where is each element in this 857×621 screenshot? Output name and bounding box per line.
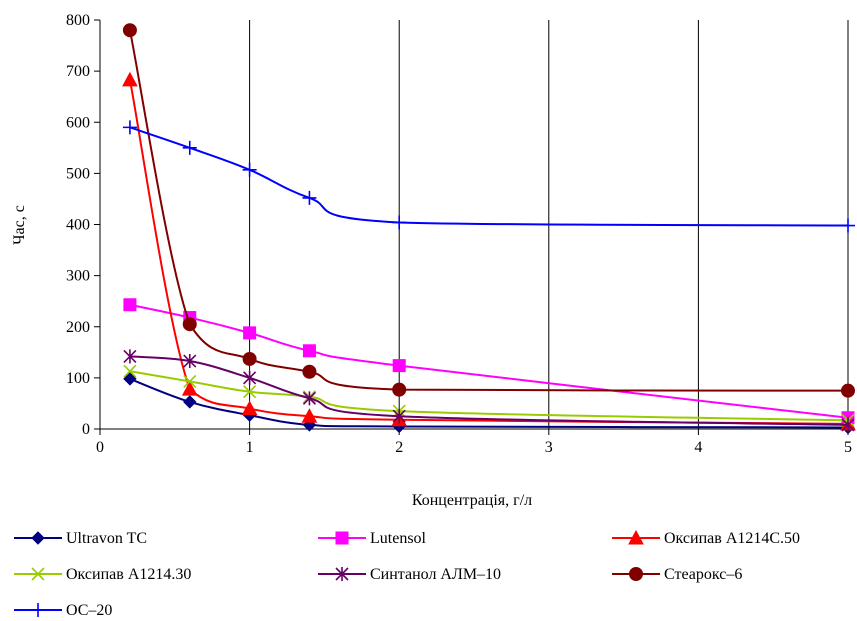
legend-item: Стеарокс–6 — [612, 566, 742, 583]
data-point — [242, 162, 257, 177]
series-line — [128, 30, 849, 392]
data-point — [392, 215, 407, 230]
legend-label: Lutensol — [370, 530, 427, 547]
data-point — [183, 374, 197, 389]
series-line — [129, 370, 849, 422]
series-line — [129, 126, 849, 227]
data-point — [122, 120, 137, 135]
legend-marker — [31, 531, 45, 545]
data-point — [392, 409, 406, 424]
data-point — [302, 391, 317, 406]
data-point — [841, 218, 855, 233]
legend-item: Оксипав А1214С.50 — [612, 529, 800, 547]
x-axis-label: Концентрація, г/л — [412, 492, 532, 509]
legend-marker — [628, 529, 644, 545]
data-point — [123, 298, 137, 312]
data-point — [122, 23, 137, 38]
legend-marker — [335, 531, 349, 545]
legend-label: Оксипав А1214.30 — [66, 566, 191, 583]
data-point — [122, 71, 138, 87]
x-tick-label: 5 — [844, 439, 852, 456]
x-tick-label: 3 — [545, 439, 553, 456]
y-tick-label: 200 — [66, 319, 90, 336]
series-layer — [122, 23, 856, 435]
y-tick-label: 300 — [66, 268, 90, 285]
data-point — [241, 400, 258, 416]
series-5 — [123, 349, 855, 432]
legend-marker — [31, 603, 45, 617]
y-tick-label: 700 — [66, 63, 90, 80]
data-point — [181, 381, 198, 396]
axes — [94, 19, 849, 435]
legend-marker — [31, 567, 45, 581]
data-point — [243, 385, 257, 399]
data-point — [183, 395, 197, 409]
data-point — [182, 317, 197, 332]
data-point — [123, 372, 137, 386]
legend-item: Lutensol — [318, 530, 427, 547]
series-2 — [123, 298, 855, 425]
x-tick-label: 0 — [96, 439, 104, 456]
legend-item: ОС–20 — [14, 602, 112, 619]
legend-label: Оксипав А1214С.50 — [664, 530, 800, 547]
series-4 — [123, 364, 855, 427]
series-line — [129, 355, 849, 426]
data-point — [242, 351, 257, 366]
y-axis-label: Час, с — [11, 205, 28, 245]
series-line — [129, 303, 849, 419]
legend-marker — [335, 567, 349, 581]
data-point — [841, 383, 855, 398]
data-point — [302, 344, 316, 358]
tick-labels: 0 100 200 300 400 500 600 700 800 0 1 2 3 4 5 — [66, 12, 852, 456]
y-tick-label: 400 — [66, 217, 90, 234]
y-tick-label: 100 — [66, 370, 90, 387]
legend: Ultravon TC Lutensol Оксипав А1214С.50 Окси… — [14, 529, 800, 619]
data-point — [243, 370, 257, 385]
series-7 — [122, 120, 855, 233]
legend-label: ОС–20 — [66, 602, 112, 619]
data-point — [182, 140, 197, 155]
y-tick-label: 500 — [66, 165, 90, 182]
data-point — [123, 364, 137, 378]
legend-item: Синтанол АЛМ–10 — [318, 566, 501, 583]
data-point — [301, 408, 318, 423]
data-point — [302, 364, 317, 379]
legend-label: Синтанол АЛМ–10 — [370, 566, 501, 583]
data-point — [123, 349, 137, 364]
x-tick-label: 4 — [694, 439, 702, 456]
legend-label: Ultravon TC — [66, 530, 147, 547]
series-line — [128, 79, 849, 425]
data-point — [243, 326, 257, 340]
x-tick-label: 2 — [395, 439, 403, 456]
y-tick-label: 0 — [82, 421, 90, 438]
legend-marker — [629, 567, 643, 581]
data-point — [392, 359, 406, 373]
legend-label: Стеарокс–6 — [664, 566, 742, 583]
data-point — [183, 354, 197, 369]
series-6 — [122, 23, 855, 398]
legend-item: Ultravon TC — [14, 530, 147, 547]
data-point — [392, 382, 407, 397]
data-point — [841, 417, 855, 432]
y-tick-label: 600 — [66, 114, 90, 131]
x-tick-label: 1 — [246, 439, 254, 456]
y-tick-label: 800 — [66, 12, 90, 29]
data-point — [302, 190, 317, 205]
legend-item: Оксипав А1214.30 — [14, 566, 191, 583]
